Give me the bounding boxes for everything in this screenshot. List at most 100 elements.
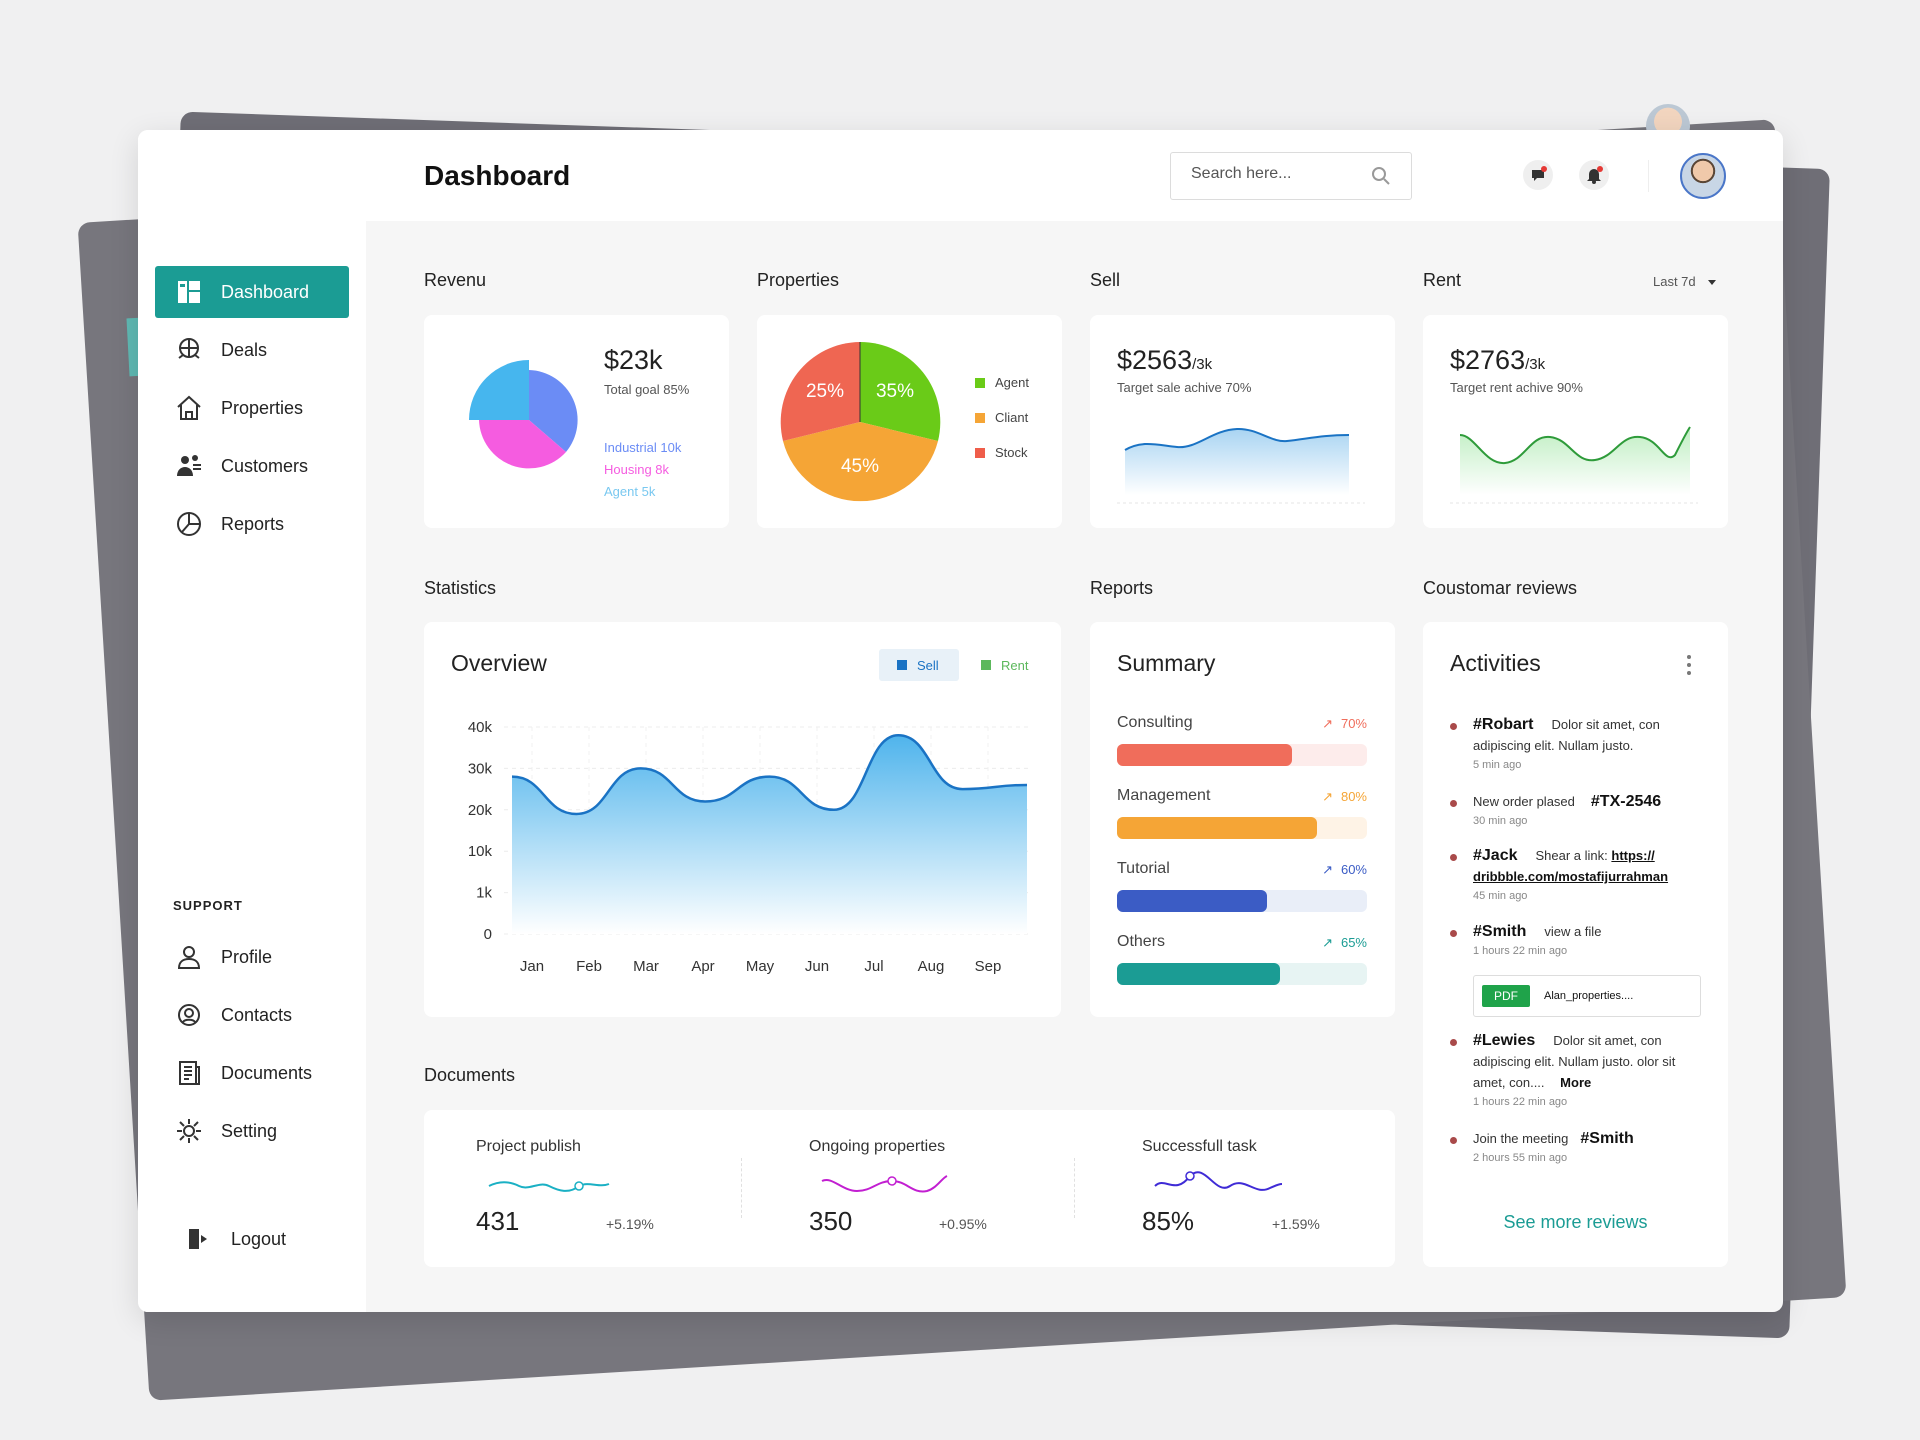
activity-time: 2 hours 55 min ago bbox=[1473, 1152, 1568, 1164]
x-tick-label: Mar bbox=[633, 958, 659, 975]
documents-icon bbox=[175, 1059, 203, 1087]
progress-track bbox=[1117, 744, 1367, 766]
summary-label: Others bbox=[1117, 933, 1166, 950]
document-stat-value: 85% bbox=[1142, 1206, 1195, 1236]
sidebar-item-documents[interactable]: Documents bbox=[155, 1047, 349, 1099]
activity-item: #Robart Dolor sit amet, con adipiscing el… bbox=[1473, 714, 1703, 774]
activity-tag[interactable]: #Lewies bbox=[1473, 1032, 1536, 1049]
revenu-summary: $23k Total goal 85% Industrial 10k Housi… bbox=[604, 345, 689, 503]
rent-sparkline bbox=[1450, 426, 1698, 504]
activity-tag[interactable]: #Robart bbox=[1473, 716, 1534, 733]
document-stat: Successfull task 85% +1.59% bbox=[1142, 1138, 1362, 1236]
revenu-card: $23k Total goal 85% Industrial 10k Housi… bbox=[424, 315, 729, 528]
legend-rent-toggle[interactable]: Rent bbox=[981, 649, 1028, 681]
rent-area bbox=[1460, 427, 1690, 495]
slice-label-cliant: 45% bbox=[841, 456, 879, 477]
sidebar-item-profile[interactable]: Profile bbox=[155, 931, 349, 983]
sidebar-item-setting[interactable]: Setting bbox=[155, 1105, 349, 1157]
document-sparkline bbox=[821, 1175, 948, 1193]
activity-tag[interactable]: #Jack bbox=[1473, 847, 1518, 864]
properties-icon bbox=[175, 394, 203, 422]
file-attachment[interactable]: PDF Alan_properties.... bbox=[1473, 975, 1701, 1017]
search-icon[interactable] bbox=[1371, 166, 1391, 191]
revenu-value: $23k bbox=[604, 345, 663, 375]
sparkline-path bbox=[488, 1181, 610, 1192]
support-label: SUPPORT bbox=[173, 898, 243, 913]
summary-percent-group: ↗ 70% bbox=[1322, 716, 1367, 732]
activity-dot bbox=[1450, 800, 1457, 807]
sidebar-item-dashboard[interactable]: Dashboard bbox=[155, 266, 349, 318]
x-tick-label: Jan bbox=[520, 958, 544, 975]
document-sparkline bbox=[488, 1181, 610, 1192]
summary-percent: 80% bbox=[1340, 789, 1367, 804]
sidebar-item-properties[interactable]: Properties bbox=[155, 382, 349, 434]
summary-row: Management ↗ 80% bbox=[1117, 787, 1367, 839]
legend-industrial: Industrial 10k bbox=[604, 440, 682, 455]
user-avatar[interactable] bbox=[1680, 153, 1726, 199]
overview-chart: 0 1k 10k 20k 30k 40k Jan Feb Mar Apr May Jun Jul Aug… bbox=[468, 719, 1029, 975]
legend-label: Sell bbox=[917, 657, 939, 673]
progress-fill bbox=[1117, 744, 1292, 766]
sell-series-area bbox=[512, 735, 1027, 934]
notification-button[interactable] bbox=[1579, 160, 1609, 190]
legend-label: Cliant bbox=[995, 410, 1029, 425]
rent-unit: /3k bbox=[1525, 356, 1546, 373]
trend-up-icon: ↗ bbox=[1322, 935, 1333, 950]
legend-agent: Agent bbox=[975, 375, 1029, 390]
activity-tag[interactable]: #Smith bbox=[1580, 1130, 1634, 1147]
activity-item: Join the meeting #Smith 2 hours 55 min ag… bbox=[1473, 1128, 1703, 1167]
sidebar-item-label: Setting bbox=[221, 1120, 278, 1141]
section-statistics: Statistics bbox=[424, 578, 497, 598]
x-tick-label: Apr bbox=[691, 958, 714, 975]
search-box[interactable] bbox=[1170, 152, 1412, 200]
sidebar-item-label: Reports bbox=[221, 513, 285, 534]
properties-pie-chart: 35% 45% 25% bbox=[780, 341, 941, 502]
logout-button[interactable]: Logout bbox=[165, 1213, 359, 1265]
more-options-icon[interactable] bbox=[1686, 654, 1692, 681]
sparkline-path bbox=[821, 1175, 948, 1193]
legend-sell-toggle[interactable]: Sell bbox=[879, 649, 959, 681]
activity-item: #Smith view a file 1 hours 22 min ago bbox=[1473, 921, 1703, 960]
sidebar-item-customers[interactable]: Customers bbox=[155, 440, 349, 492]
sparkline-marker bbox=[887, 1176, 897, 1186]
activity-time: 1 hours 22 min ago bbox=[1473, 945, 1568, 957]
chevron-down-icon bbox=[1707, 279, 1716, 285]
sidebar-item-contacts[interactable]: Contacts bbox=[155, 989, 349, 1041]
section-documents: Documents bbox=[424, 1065, 516, 1085]
sidebar-item-reports[interactable]: Reports bbox=[155, 498, 349, 550]
sidebar-item-deals[interactable]: Deals bbox=[155, 324, 349, 376]
section-properties: Properties bbox=[757, 270, 840, 290]
document-stat: Project publish 431 +5.19% bbox=[476, 1138, 696, 1236]
properties-slice-cliant bbox=[783, 422, 938, 502]
page-title: Dashboard bbox=[424, 160, 571, 191]
activity-tag[interactable]: #Smith bbox=[1473, 923, 1527, 940]
activity-tag[interactable]: #TX-2546 bbox=[1590, 793, 1662, 810]
legend-swatch bbox=[975, 377, 985, 388]
activities-title: Activities bbox=[1450, 650, 1541, 676]
activity-dot bbox=[1450, 930, 1457, 937]
more-link[interactable]: More bbox=[1560, 1075, 1592, 1090]
activity-text: view a file bbox=[1544, 924, 1602, 939]
sidebar-item-label: Profile bbox=[221, 946, 273, 967]
deals-icon bbox=[175, 336, 203, 364]
legend-stock: Stock bbox=[975, 445, 1029, 460]
summary-percent: 65% bbox=[1340, 935, 1367, 950]
sell-target: Target sale achive 70% bbox=[1117, 380, 1252, 395]
activity-link[interactable]: https:// dribbble.com/mostafijurrahman bbox=[1473, 848, 1669, 884]
document-stat-value: 431 bbox=[476, 1206, 520, 1236]
x-tick-label: Aug bbox=[918, 958, 945, 975]
rent-value: $2763 bbox=[1450, 345, 1526, 375]
search-input[interactable] bbox=[1191, 165, 1361, 183]
summary-percent: 60% bbox=[1340, 862, 1367, 877]
divider bbox=[741, 1158, 742, 1218]
y-tick-label: 40k bbox=[468, 719, 493, 736]
progress-track bbox=[1117, 890, 1367, 912]
slice-label-stock: 25% bbox=[806, 381, 844, 402]
pdf-badge: PDF bbox=[1482, 985, 1530, 1007]
activity-text: Shear a link: bbox=[1535, 848, 1608, 863]
activity-dot bbox=[1450, 1137, 1457, 1144]
chat-button[interactable] bbox=[1523, 160, 1553, 190]
see-more-reviews-link[interactable]: See more reviews bbox=[1503, 1212, 1648, 1232]
period-dropdown[interactable]: Last 7d bbox=[1653, 274, 1718, 289]
revenu-legend: Industrial 10k Housing 8k Agent 5k bbox=[604, 437, 689, 503]
